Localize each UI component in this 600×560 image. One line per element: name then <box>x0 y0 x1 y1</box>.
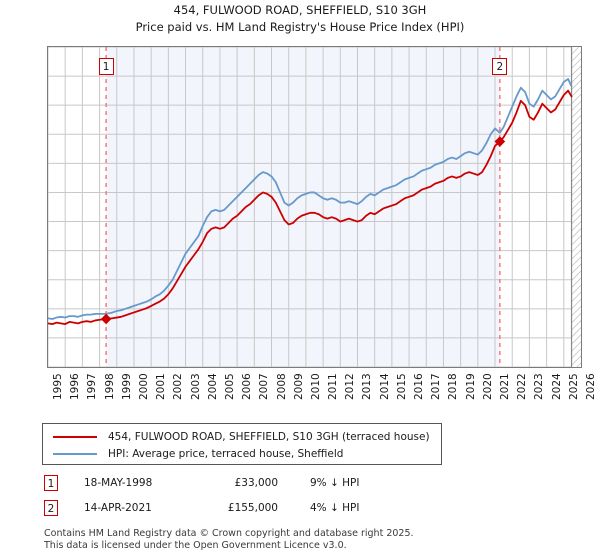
table-row: 2 14-APR-2021 £155,000 4% ↓ HPI <box>42 497 482 522</box>
sale-hpi-delta-1: 9% ↓ HPI <box>310 477 360 489</box>
x-axis-tick-label: 2013 <box>361 373 374 400</box>
title-line-2: Price paid vs. HM Land Registry's House … <box>135 20 465 34</box>
sale-date-2: 14-APR-2021 <box>84 502 152 514</box>
x-axis-tick-label: 2020 <box>481 373 494 400</box>
sale-date-1: 18-MAY-1998 <box>84 477 153 489</box>
x-axis-tick-label: 2014 <box>378 373 391 400</box>
footer-attribution: Contains HM Land Registry data © Crown c… <box>44 528 584 552</box>
x-axis-tick-label: 2025 <box>567 373 580 400</box>
x-axis-tick-label: 1998 <box>103 373 116 400</box>
legend-label-hpi: HPI: Average price, terraced house, Shef… <box>108 447 344 460</box>
x-axis-tick-label: 2003 <box>189 373 202 400</box>
footer-line-1: Contains HM Land Registry data © Crown c… <box>44 528 414 539</box>
chart-legend: 454, FULWOOD ROAD, SHEFFIELD, S10 3GH (t… <box>42 423 442 465</box>
page-title: 454, FULWOOD ROAD, SHEFFIELD, S10 3GH Pr… <box>0 2 600 36</box>
x-axis-tick-label: 2017 <box>430 373 443 400</box>
sale-marker-2: 2 <box>492 58 508 75</box>
table-row: 1 18-MAY-1998 £33,000 9% ↓ HPI <box>42 472 482 497</box>
sale-marker-1: 1 <box>98 58 114 75</box>
x-axis-tick-label: 1999 <box>120 373 133 400</box>
legend-item-price-paid: 454, FULWOOD ROAD, SHEFFIELD, S10 3GH (t… <box>43 428 441 445</box>
x-axis-tick-label: 2008 <box>275 373 288 400</box>
x-axis-tick-label: 1995 <box>52 373 64 400</box>
x-axis-tick-label: 2001 <box>155 373 168 400</box>
x-axis-tick-label: 2010 <box>309 373 322 400</box>
x-axis-tick-label: 2024 <box>550 373 563 400</box>
x-axis-tick-label: 2005 <box>223 373 236 400</box>
x-axis-tick-label: 2009 <box>292 373 305 400</box>
sale-index-1: 1 <box>44 475 58 491</box>
footer-line-2: This data is licensed under the Open Gov… <box>44 540 347 551</box>
sale-hpi-delta-2: 4% ↓ HPI <box>310 502 360 514</box>
sale-price-2: £155,000 <box>227 502 278 514</box>
x-axis-tick-label: 2011 <box>327 373 340 400</box>
x-axis-tick-label: 1996 <box>69 373 82 400</box>
x-axis-tick-label: 2004 <box>206 373 219 400</box>
chart-plot-area <box>47 46 582 368</box>
x-axis-tick-label: 1997 <box>86 373 99 400</box>
chart-svg <box>48 47 581 367</box>
x-axis-tick-label: 2000 <box>137 373 150 400</box>
sales-table: 1 18-MAY-1998 £33,000 9% ↓ HPI 2 14-APR-… <box>42 472 482 522</box>
sale-price-1: £33,000 <box>234 477 278 489</box>
legend-item-hpi: HPI: Average price, terraced house, Shef… <box>43 445 441 462</box>
x-axis-tick-label: 2018 <box>447 373 460 400</box>
x-axis-tick-label: 2006 <box>241 373 254 400</box>
sale-index-2: 2 <box>44 500 58 516</box>
x-axis-tick-label: 2012 <box>344 373 357 400</box>
x-axis-tick-label: 2022 <box>516 373 529 400</box>
x-axis-tick-label: 2016 <box>413 373 426 400</box>
legend-label-price-paid: 454, FULWOOD ROAD, SHEFFIELD, S10 3GH (t… <box>108 430 430 443</box>
x-axis-tick-label: 2015 <box>395 373 408 400</box>
x-axis-tick-label: 2026 <box>585 373 597 400</box>
x-axis-tick-label: 2002 <box>172 373 185 400</box>
title-line-1: 454, FULWOOD ROAD, SHEFFIELD, S10 3GH <box>173 3 427 17</box>
x-axis-tick-label: 2007 <box>258 373 271 400</box>
x-axis-tick-label: 2019 <box>464 373 477 400</box>
x-axis-tick-label: 2021 <box>499 373 512 400</box>
legend-swatch-price-paid <box>53 435 97 438</box>
legend-swatch-hpi <box>53 452 97 455</box>
x-axis-tick-label: 2023 <box>533 373 546 400</box>
